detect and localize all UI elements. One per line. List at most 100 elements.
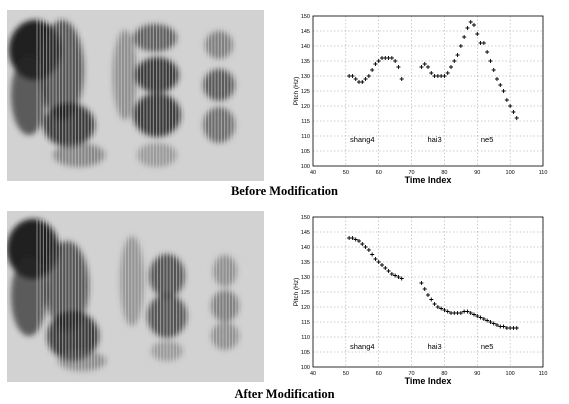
y-tick-label: 125 [301,89,310,95]
data-point [389,56,394,60]
data-point [396,275,401,279]
data-point [366,248,371,252]
y-tick-label: 105 [301,149,310,155]
data-point [435,305,440,309]
chart-panel [271,8,556,186]
data-point [350,74,355,78]
x-tick-label: 40 [310,371,316,377]
data-point [481,317,486,321]
x-tick-label: 60 [376,170,382,176]
y-tick-label: 125 [301,290,310,296]
data-point [419,281,424,285]
spectrogram-formant-band [40,20,84,120]
data-point [383,266,388,270]
y-axis-label: Pitch (Hz) [293,278,300,307]
data-point [504,98,509,102]
data-point [491,321,496,326]
spectrogram-striations [36,219,240,373]
x-tick-label: 50 [343,371,349,377]
y-tick-label: 100 [301,365,310,371]
data-point [491,68,496,72]
data-point [488,320,493,324]
y-tick-label: 145 [301,230,310,236]
data-series [347,20,519,120]
spectrogram-formant-band [47,311,99,361]
x-tick-label: 100 [506,371,515,377]
data-point [389,272,394,276]
spectrogram-striations [36,18,238,172]
syllable-label: ne5 [481,135,494,144]
plot-frame [312,216,544,368]
data-point [376,59,381,63]
data-point [360,242,365,246]
data-point [396,65,401,69]
y-tick-label: 120 [301,305,310,311]
data-point [472,23,476,27]
syllable-label: ne5 [481,342,494,351]
y-tick-label: 130 [301,74,310,80]
data-point [475,314,480,318]
y-tick-label: 115 [301,119,310,125]
syllable-label: hai3 [427,342,441,351]
spectrogram-formant-band [11,55,47,135]
y-tick-label: 130 [301,275,310,281]
spectrogram-formant-band [211,290,239,322]
data-series [347,236,519,330]
y-tick-label: 150 [301,215,310,221]
data-point [393,59,398,63]
data-point [508,104,513,108]
data-point [478,315,483,320]
caption-after: After Modification [234,387,335,401]
data-point [426,293,430,297]
y-axis-label: Pitch (Hz) [293,77,300,106]
data-point [370,252,375,257]
spectrogram-formant-band [11,256,47,336]
data-point [363,77,368,81]
y-tick-label: 135 [301,260,310,266]
x-tick-label: 60 [376,371,382,377]
data-point [472,312,476,317]
x-tick-label: 100 [506,170,515,176]
spectrogram-before [7,10,264,181]
y-tick-label: 135 [301,59,310,65]
y-tick-label: 110 [301,134,310,140]
x-tick-label: 70 [409,170,415,176]
data-point [468,311,473,315]
data-point [432,302,437,306]
x-tick-label: 50 [343,170,349,176]
data-point [458,311,463,315]
spectrogram-formant-band [213,255,237,287]
data-point [357,239,361,243]
spectrogram-formant-band [203,107,235,143]
spectrogram-formant-band [205,31,233,59]
y-tick-label: 120 [301,104,310,110]
data-point [488,59,493,63]
x-tick-label: 80 [441,371,447,377]
data-point [442,74,447,78]
data-point [485,50,490,54]
y-tick-label: 105 [301,350,310,356]
data-point [373,62,378,66]
syllable-label: shang4 [350,342,375,351]
data-point [422,287,427,291]
syllable-label: shang4 [350,135,375,144]
data-point [373,257,378,261]
chart-panel [271,209,556,387]
data-point [501,89,506,93]
caption-before: Before Modification [230,184,339,198]
data-point [360,80,365,84]
data-point [376,260,381,264]
y-tick-label: 145 [301,29,310,35]
data-point [511,110,516,114]
y-tick-label: 100 [301,164,310,170]
data-point [429,71,434,75]
x-tick-label: 110 [539,170,548,176]
plot-frame [312,15,544,167]
x-tick-label: 110 [539,371,548,377]
data-point [380,263,384,267]
spectrogram-formant-band [203,69,235,101]
data-point [419,65,424,69]
y-tick-label: 150 [301,14,310,20]
spectrogram-formant-band [211,322,239,350]
y-tick-label: 110 [301,335,310,341]
